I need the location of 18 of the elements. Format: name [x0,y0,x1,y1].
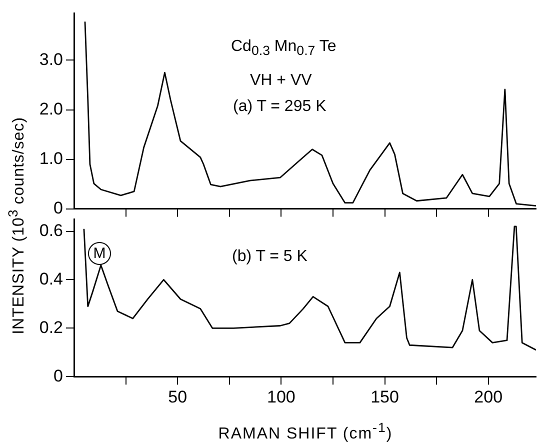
y-tick-label: 0 [54,366,63,386]
annotation: Cd$_{0.3}$ Mn$_{0.7}$ Te [231,38,336,58]
y-tick-label: 0.6 [39,220,63,240]
y-tick-label: 2.0 [39,99,63,118]
y-tick-label: 1.0 [39,148,63,168]
y-tick-label: 0.2 [39,318,63,337]
x-tick-label: 50 [168,387,188,406]
x-tick-label: 200 [474,387,503,406]
y-tick-label: 3.0 [39,50,63,69]
x-tick-label: 100 [266,387,296,406]
annotation: M [88,242,111,265]
annotation: (a) T = 295 K [233,98,326,116]
annotation: VH + VV [250,72,312,90]
x-tick-label: 150 [370,387,399,406]
y-tick-label: 0.4 [39,269,63,288]
y-tick-label: 0 [54,198,63,218]
annotation: (b) T = 5 K [232,248,308,266]
x-axis-title: RAMAN SHIFT (cm$^{-1}$) [217,420,394,444]
